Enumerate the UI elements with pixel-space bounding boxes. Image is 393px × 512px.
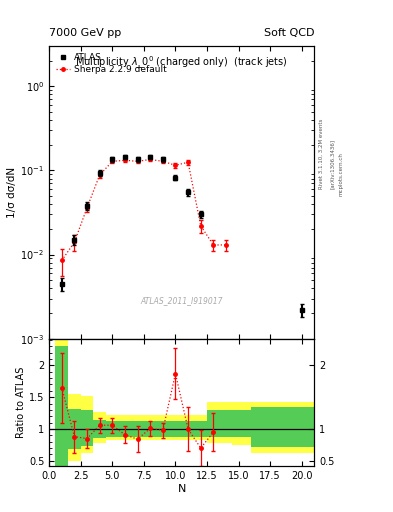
Text: Soft QCD: Soft QCD bbox=[264, 28, 314, 38]
Text: ATLAS_2011_I919017: ATLAS_2011_I919017 bbox=[141, 296, 223, 305]
Text: [arXiv:1306.3436]: [arXiv:1306.3436] bbox=[329, 139, 334, 189]
Text: mcplots.cern.ch: mcplots.cern.ch bbox=[339, 152, 344, 196]
X-axis label: N: N bbox=[178, 483, 186, 494]
Text: 7000 GeV pp: 7000 GeV pp bbox=[49, 28, 121, 38]
Y-axis label: Ratio to ATLAS: Ratio to ATLAS bbox=[16, 367, 26, 438]
Text: Multiplicity $\lambda\_0^0$ (charged only)  (track jets): Multiplicity $\lambda\_0^0$ (charged onl… bbox=[75, 55, 288, 72]
Y-axis label: 1/σ dσ/dN: 1/σ dσ/dN bbox=[7, 167, 18, 218]
Text: Rivet 3.1.10, 3.2M events: Rivet 3.1.10, 3.2M events bbox=[319, 118, 324, 189]
Legend: ATLAS, Sherpa 2.2.9 default: ATLAS, Sherpa 2.2.9 default bbox=[53, 51, 170, 77]
